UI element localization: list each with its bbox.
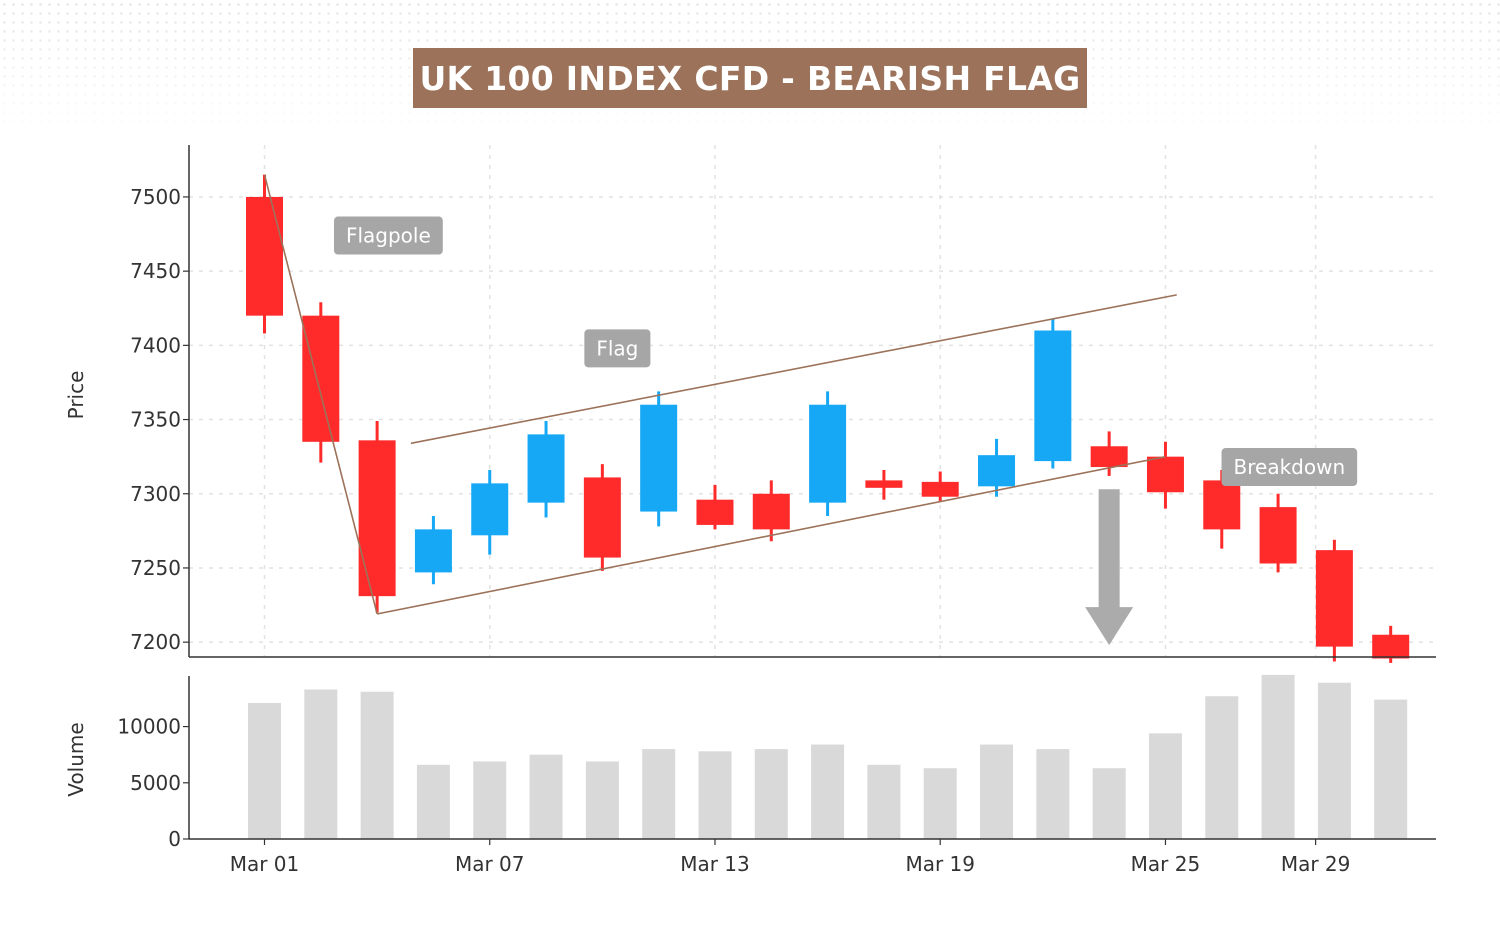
trendline-flagpole xyxy=(263,174,378,615)
candle-bearish xyxy=(246,196,283,316)
volume-tick-label: 10000 xyxy=(117,715,181,739)
price-tick-label: 7400 xyxy=(130,333,181,357)
candle-bearish xyxy=(302,315,340,442)
breakdown-arrow-icon xyxy=(1085,489,1134,646)
volume-bar xyxy=(585,761,619,839)
x-tick-label: Mar 29 xyxy=(1281,852,1351,876)
volume-bar xyxy=(1092,768,1126,839)
annotation-box xyxy=(1221,448,1358,487)
candle-bearish xyxy=(1315,550,1353,647)
volume-bar xyxy=(1148,733,1182,839)
x-tick-label: Mar 07 xyxy=(455,852,525,876)
price-tick-label: 7450 xyxy=(130,259,181,283)
x-tick-label: Mar 19 xyxy=(905,852,975,876)
price-tick-label: 7500 xyxy=(130,185,181,209)
candle-bearish xyxy=(1203,480,1241,530)
volume-bar xyxy=(529,754,563,839)
annotation-label: Breakdown xyxy=(1234,455,1346,479)
price-tick-label: 7300 xyxy=(130,482,181,506)
price-tick-label: 7250 xyxy=(130,556,181,580)
trendline-flag-upper xyxy=(410,294,1177,445)
volume-bar xyxy=(1205,696,1239,839)
price-axis-label: Price xyxy=(64,371,88,420)
price-tick-label: 7350 xyxy=(130,408,181,432)
annotation-box xyxy=(333,216,443,255)
volume-bar xyxy=(811,744,845,839)
annotation-breakdown: Breakdown xyxy=(1221,448,1358,487)
x-tick-label: Mar 25 xyxy=(1131,852,1201,876)
annotation-flag: Flag xyxy=(584,329,651,368)
volume-bar xyxy=(754,749,788,839)
x-tick-label: Mar 13 xyxy=(680,852,750,876)
volume-bar xyxy=(1036,749,1070,839)
volume-axis-label: Volume xyxy=(64,722,88,796)
candle-bearish xyxy=(752,493,790,530)
volume-bar xyxy=(642,749,676,839)
candle-bearish xyxy=(865,480,903,488)
volume-bar xyxy=(248,702,281,839)
trendline-flag-lower xyxy=(376,455,1166,615)
candle-bearish xyxy=(696,499,734,525)
candle-bearish xyxy=(1259,507,1297,564)
annotation-label: Flagpole xyxy=(346,224,431,248)
x-tick-label: Mar 01 xyxy=(230,852,300,876)
volume-bar xyxy=(1374,699,1408,839)
candle-bullish xyxy=(640,404,678,512)
volume-tick-label: 0 xyxy=(168,827,181,851)
candle-bearish xyxy=(358,440,396,597)
candle-bearish xyxy=(921,481,959,497)
volume-bar xyxy=(360,691,394,839)
candle-bullish xyxy=(527,434,565,503)
volume-bar xyxy=(698,751,732,839)
candle-bearish xyxy=(1372,634,1410,659)
volume-bar xyxy=(304,689,338,839)
overlay-layer: Flagpole Flag Breakdown xyxy=(333,216,1358,646)
volume-bars-layer xyxy=(248,674,1408,839)
volume-bar xyxy=(867,764,901,839)
volume-bar xyxy=(416,764,450,839)
volume-bar xyxy=(1317,682,1351,839)
candle-bullish xyxy=(978,455,1016,487)
candle-bullish xyxy=(471,483,509,536)
candle-bullish xyxy=(809,404,847,503)
volume-bar xyxy=(473,761,507,839)
candle-bullish xyxy=(1034,330,1072,462)
trendlines-layer xyxy=(263,174,1177,615)
axes-layer: 7200 7250 7300 7350 7400 7450 7500 0 5000 10000 Ma… xyxy=(64,145,1436,876)
candle-bearish xyxy=(1090,446,1128,468)
annotation-label: Flag xyxy=(596,336,638,360)
chart-title: UK 100 INDEX CFD - BEARISH FLAG xyxy=(413,48,1087,108)
candles-layer xyxy=(246,174,1410,663)
volume-bar xyxy=(1261,674,1295,839)
candle-bearish xyxy=(583,477,621,558)
candle-bullish xyxy=(414,529,452,573)
volume-bar xyxy=(923,768,957,839)
price-tick-label: 7200 xyxy=(130,630,181,654)
annotation-box xyxy=(584,329,651,368)
candle-bearish xyxy=(1146,456,1184,493)
volume-tick-label: 5000 xyxy=(130,771,181,795)
annotation-flagpole: Flagpole xyxy=(333,216,443,255)
volume-bar xyxy=(980,744,1014,839)
